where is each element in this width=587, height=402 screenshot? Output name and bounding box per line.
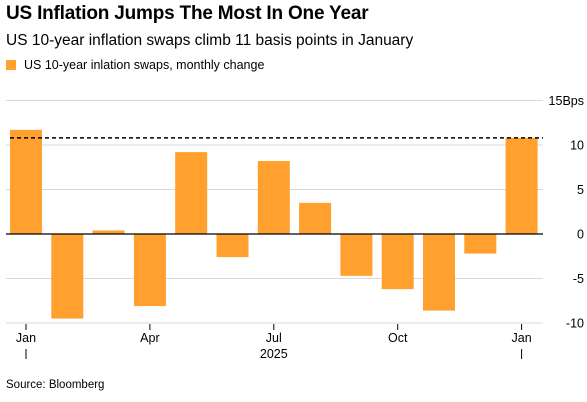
- bar: [51, 234, 84, 319]
- bar-chart: 15Bps 10 5 0 -5 -10 Jan Apr Jul Oct Jan 2025: [6, 94, 584, 361]
- bar: [423, 234, 455, 311]
- y-tick-label: 5: [577, 183, 584, 197]
- bar: [505, 137, 538, 234]
- x-tick-label: Jan: [512, 331, 532, 345]
- chart-legend: US 10-year inlation swaps, monthly chang…: [6, 58, 264, 72]
- chart-subtitle: US 10-year inflation swaps climb 11 basi…: [6, 32, 414, 49]
- x-tick-label: Oct: [388, 331, 408, 345]
- y-tick-label: 15Bps: [549, 94, 584, 108]
- legend-swatch: [6, 60, 16, 70]
- x-tick-label: Apr: [140, 331, 159, 345]
- chart-title: US Inflation Jumps The Most In One Year: [6, 3, 369, 24]
- bar: [299, 202, 332, 234]
- y-tick-label: -5: [573, 272, 584, 286]
- x-tick-label: Jan: [16, 331, 36, 345]
- bar: [10, 129, 42, 234]
- bar: [381, 234, 414, 290]
- y-tick-label: -10: [566, 317, 584, 331]
- bar: [175, 152, 208, 234]
- y-tick-label: 0: [577, 228, 584, 242]
- axes: 15Bps 10 5 0 -5 -10 Jan Apr Jul Oct Jan 2025: [6, 94, 584, 361]
- x-tick-label: Jul: [266, 331, 282, 345]
- bars: [10, 129, 538, 319]
- bar: [92, 230, 125, 234]
- bar: [257, 161, 290, 234]
- bar: [340, 234, 373, 276]
- bar: [464, 234, 497, 254]
- chart-source: Source: Bloomberg: [6, 379, 105, 391]
- legend-label: US 10-year inlation swaps, monthly chang…: [24, 58, 265, 72]
- year-label: 2025: [260, 347, 288, 361]
- y-tick-label: 10: [570, 139, 584, 153]
- bar: [133, 234, 166, 307]
- bar: [216, 234, 249, 258]
